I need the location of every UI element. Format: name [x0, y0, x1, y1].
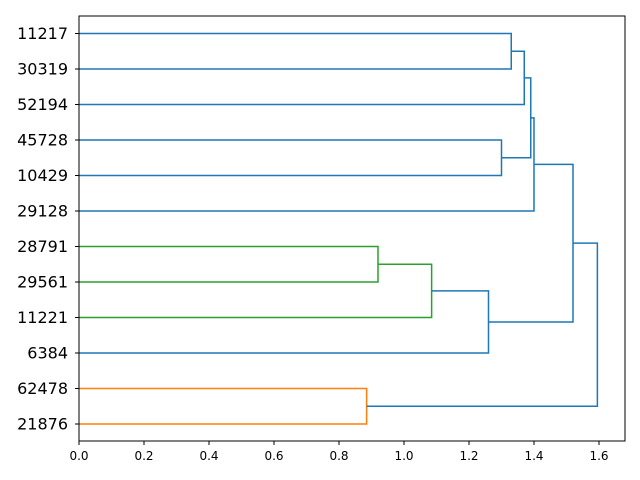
leaf-label: 29561	[17, 273, 68, 292]
dendrogram-link	[79, 139, 503, 177]
dendrogram-link	[79, 245, 379, 283]
x-tick-label: 1.0	[394, 449, 413, 463]
leaf-label: 21876	[17, 415, 68, 434]
dendrogram-links	[79, 32, 599, 425]
plot-frame	[78, 15, 626, 442]
leaf-label: 45728	[17, 131, 68, 150]
x-tick-label: 0.8	[329, 449, 348, 463]
dendrogram-link	[488, 163, 574, 323]
x-tick-label: 1.2	[459, 449, 478, 463]
leaf-label: 6384	[27, 344, 68, 363]
leaf-label: 29128	[17, 202, 68, 221]
leaf-label: 62478	[17, 379, 68, 398]
dendrogram-link	[79, 117, 535, 212]
x-tick-label: 1.4	[524, 449, 543, 463]
dendrogram-link	[79, 290, 490, 354]
leaf-label: 28791	[17, 237, 68, 256]
dendrogram-link	[79, 32, 512, 70]
dendrogram-link	[501, 77, 532, 159]
dendrogram-link	[366, 242, 599, 407]
leaf-label: 11221	[17, 308, 68, 327]
x-tick-label: 1.6	[589, 449, 608, 463]
dendrogram-link	[79, 387, 368, 425]
leaf-label: 52194	[17, 95, 68, 114]
x-tick-label: 0.6	[264, 449, 283, 463]
leaf-label: 10429	[17, 166, 68, 185]
leaf-label: 30319	[17, 60, 68, 79]
x-tick-label: 0.4	[199, 449, 218, 463]
x-tick-label: 0.2	[134, 449, 153, 463]
dendrogram-link	[79, 50, 525, 106]
y-axis-ticks: 11217 30319 52194 45728 10429 29128 28791 29561…	[17, 24, 79, 434]
leaf-label: 11217	[17, 24, 68, 43]
x-axis-ticks: 0.0 0.2 0.4 0.6 0.8 1.0 1.2 1.4 1.6	[69, 441, 609, 463]
x-tick-label: 0.0	[69, 449, 88, 463]
